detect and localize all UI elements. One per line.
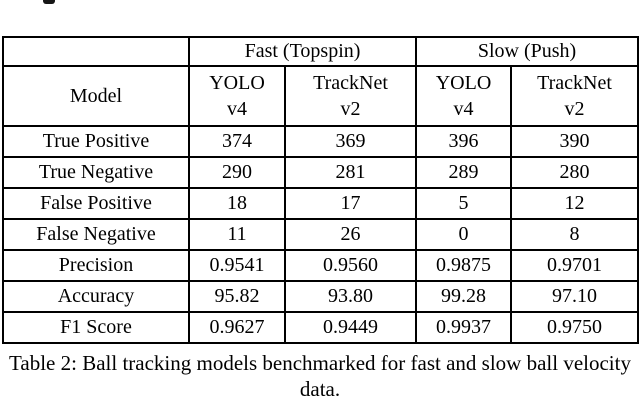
table-row-false-negative: False Negative 11 26 0 8 — [2, 218, 640, 251]
cell-value: 0.9541 — [188, 249, 286, 282]
column-header-line2: v2 — [564, 98, 585, 120]
cell-value: 0.9750 — [510, 311, 640, 344]
column-header-line2: v2 — [340, 98, 361, 120]
cell-value: 26 — [283, 218, 418, 251]
cell-value: 280 — [510, 156, 640, 189]
column-header-tracknet-fast: TrackNet v2 — [283, 65, 418, 127]
cell-value: 374 — [188, 125, 286, 158]
row-label: False Positive — [2, 187, 190, 220]
row-label: False Negative — [2, 218, 190, 251]
cell-value: 390 — [510, 125, 640, 158]
column-header-line1: TrackNet — [313, 72, 388, 94]
model-header-label: Model — [2, 65, 190, 127]
column-header-line1: YOLO — [209, 72, 265, 94]
row-label: Accuracy — [2, 280, 190, 313]
cell-value: 0.9937 — [415, 311, 513, 344]
row-label: F1 Score — [2, 311, 190, 344]
model-header-row: Model YOLO v4 TrackNet v2 YOLO v4 TrackN… — [2, 65, 640, 127]
cell-value: 5 — [415, 187, 513, 220]
column-header-yolo-fast: YOLO v4 — [188, 65, 286, 127]
row-label: Precision — [2, 249, 190, 282]
column-header-line1: TrackNet — [537, 72, 612, 94]
column-header-tracknet-slow: TrackNet v2 — [510, 65, 640, 127]
cell-value: 0.9560 — [283, 249, 418, 282]
cell-value: 0.9627 — [188, 311, 286, 344]
row-label: True Positive — [2, 125, 190, 158]
cell-value: 18 — [188, 187, 286, 220]
cell-value: 369 — [283, 125, 418, 158]
table-row-false-positive: False Positive 18 17 5 12 — [2, 187, 640, 220]
blank-corner-cell — [2, 36, 190, 67]
table-row-true-negative: True Negative 290 281 289 280 — [2, 156, 640, 189]
cell-value: 99.28 — [415, 280, 513, 313]
group-header-slow: Slow (Push) — [415, 36, 640, 67]
benchmark-table: Fast (Topspin) Slow (Push) Model YOLO v4… — [2, 36, 640, 344]
cell-value: 0.9449 — [283, 311, 418, 344]
row-label: True Negative — [2, 156, 190, 189]
cropped-text-fragment — [43, 0, 55, 4]
column-header-line2: v4 — [453, 98, 474, 120]
group-header-fast: Fast (Topspin) — [187, 36, 418, 67]
cell-value: 12 — [510, 187, 640, 220]
cell-value: 289 — [415, 156, 513, 189]
cell-value: 0.9875 — [415, 249, 513, 282]
table-row-precision: Precision 0.9541 0.9560 0.9875 0.9701 — [2, 249, 640, 282]
cell-value: 17 — [283, 187, 418, 220]
table-row-true-positive: True Positive 374 369 396 390 — [2, 125, 640, 158]
cell-value: 95.82 — [188, 280, 286, 313]
cell-value: 396 — [415, 125, 513, 158]
table-caption: Table 2: Ball tracking models benchmarke… — [9, 351, 631, 402]
column-header-line2: v4 — [227, 98, 247, 120]
group-header-row: Fast (Topspin) Slow (Push) — [2, 36, 640, 67]
cell-value: 97.10 — [510, 280, 640, 313]
cell-value: 0.9701 — [510, 249, 640, 282]
column-header-yolo-slow: YOLO v4 — [415, 65, 513, 127]
cell-value: 11 — [188, 218, 286, 251]
cell-value: 281 — [283, 156, 418, 189]
column-header-line1: YOLO — [435, 72, 492, 94]
table-row-accuracy: Accuracy 95.82 93.80 99.28 97.10 — [2, 280, 640, 313]
cell-value: 93.80 — [283, 280, 418, 313]
cell-value: 0 — [415, 218, 513, 251]
cell-value: 290 — [188, 156, 286, 189]
table-row-f1-score: F1 Score 0.9627 0.9449 0.9937 0.9750 — [2, 311, 640, 344]
cell-value: 8 — [510, 218, 640, 251]
